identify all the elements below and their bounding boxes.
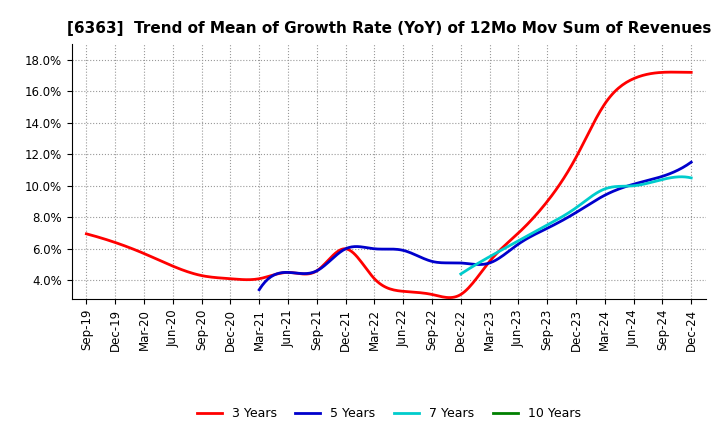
3 Years [440,294,449,300]
7 Years [593,190,601,195]
5 Years [647,177,655,182]
3 Years [444,295,453,300]
5 Years [512,243,521,248]
7 Years [651,179,660,184]
Line: 7 Years: 7 Years [461,177,691,274]
3 Years [594,112,603,117]
7 Years [457,271,466,276]
5 Years [619,185,628,190]
3 Years [82,231,91,236]
5 Years [510,244,519,249]
3 Years [687,70,696,75]
5 Years [255,287,264,293]
Title: [6363]  Trend of Mean of Growth Rate (YoY) of 12Mo Mov Sum of Revenues: [6363] Trend of Mean of Growth Rate (YoY… [67,21,711,36]
5 Years [256,285,265,290]
7 Years [677,174,685,180]
7 Years [594,190,603,195]
7 Years [456,271,465,277]
Line: 3 Years: 3 Years [86,72,691,297]
Line: 5 Years: 5 Years [259,162,691,290]
3 Years [84,232,93,237]
7 Years [665,175,674,180]
3 Years [632,75,641,80]
7 Years [687,175,696,180]
7 Years [598,187,606,193]
3 Years [442,295,451,300]
3 Years [454,293,463,298]
Legend: 3 Years, 5 Years, 7 Years, 10 Years: 3 Years, 5 Years, 7 Years, 10 Years [192,403,586,425]
3 Years [669,70,678,75]
5 Years [687,160,696,165]
5 Years [519,238,528,243]
